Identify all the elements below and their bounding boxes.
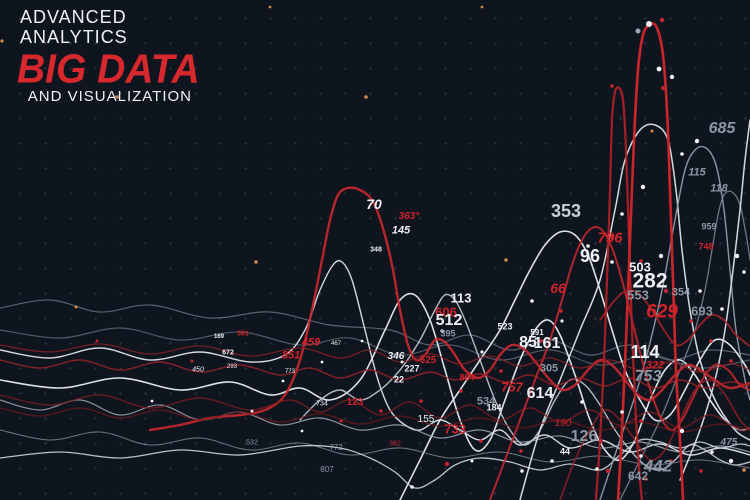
data-point — [669, 459, 673, 463]
data-point — [559, 309, 563, 313]
data-point — [679, 428, 685, 434]
series-red-plateau-70 — [148, 186, 750, 432]
data-point — [635, 28, 641, 34]
data-point — [254, 260, 258, 264]
data-point — [339, 419, 343, 423]
series-red-left-band — [0, 343, 750, 373]
data-point — [479, 439, 483, 443]
title-subtitle: AND VISUALIZATION — [27, 87, 192, 105]
data-point — [656, 66, 662, 72]
data-point — [95, 339, 99, 343]
data-point — [720, 307, 724, 311]
data-point — [281, 379, 285, 383]
data-point — [320, 360, 324, 364]
data-point — [560, 319, 564, 323]
series-white-low-band-2 — [0, 429, 750, 469]
title-main: BIG DATA — [17, 46, 200, 92]
data-point — [519, 449, 523, 453]
data-point — [520, 469, 524, 473]
series-white-wave-big — [0, 292, 750, 462]
data-point — [190, 359, 194, 363]
data-point — [609, 234, 615, 240]
data-point — [480, 5, 484, 9]
data-point — [709, 339, 713, 343]
series-white-tall-peak — [519, 123, 750, 500]
data-point — [400, 360, 404, 364]
data-point — [610, 84, 614, 88]
data-point — [530, 299, 534, 303]
data-point — [734, 253, 740, 259]
data-point — [650, 129, 654, 133]
data-point — [742, 468, 746, 472]
data-point — [115, 95, 119, 99]
data-point — [646, 21, 652, 27]
data-point — [729, 359, 733, 363]
data-point — [300, 429, 304, 433]
data-point — [250, 409, 254, 413]
series-white-145-peak — [0, 259, 750, 456]
data-point — [499, 369, 503, 373]
data-point — [699, 469, 703, 473]
data-point — [620, 212, 624, 216]
data-point — [150, 399, 154, 403]
data-point — [550, 459, 554, 463]
data-point — [659, 17, 665, 23]
series-red-spike-narrow — [594, 86, 644, 500]
title-block: ADVANCED ANALYTICS BIG DATA AND VISUALIZ… — [17, 7, 210, 105]
data-point — [539, 339, 543, 343]
data-point — [379, 409, 383, 413]
data-point — [586, 244, 590, 248]
data-point — [658, 253, 664, 259]
data-point — [620, 410, 624, 414]
data-point — [640, 184, 646, 190]
data-point — [444, 461, 450, 467]
data-point — [419, 399, 423, 403]
data-point — [470, 459, 474, 463]
data-point — [680, 152, 684, 156]
data-point — [440, 329, 444, 333]
data-point — [698, 289, 702, 293]
data-point — [610, 260, 614, 264]
series-red-629-wiggle — [599, 288, 750, 347]
data-point — [669, 74, 675, 80]
data-point — [742, 270, 746, 274]
data-point — [360, 339, 364, 343]
data-point — [364, 95, 368, 99]
data-point — [410, 485, 414, 489]
data-point — [605, 468, 611, 474]
data-point — [0, 39, 4, 43]
series-white-96-peak — [399, 230, 750, 500]
data-point — [694, 138, 700, 144]
data-point — [595, 467, 599, 471]
data-point — [459, 389, 463, 393]
data-point — [599, 439, 603, 443]
data-point — [644, 477, 648, 481]
data-point — [689, 319, 693, 323]
data-point — [661, 86, 665, 90]
data-point — [728, 458, 734, 464]
title-kicker: ADVANCED ANALYTICS — [20, 7, 128, 47]
data-point — [639, 259, 643, 263]
data-point — [74, 305, 78, 309]
data-point — [663, 288, 669, 294]
series-gray-band-lower — [0, 327, 750, 369]
data-point — [580, 400, 584, 404]
data-point — [268, 5, 272, 9]
data-point — [710, 450, 714, 454]
series-red-mid-band — [0, 359, 750, 389]
data-point — [504, 258, 508, 262]
data-point — [480, 350, 484, 354]
data-point — [639, 419, 643, 423]
data-point — [639, 454, 643, 458]
series-red-right-tangle — [559, 379, 750, 500]
series-white-right-rise — [679, 119, 750, 481]
series-red-bottom-band — [0, 407, 750, 433]
